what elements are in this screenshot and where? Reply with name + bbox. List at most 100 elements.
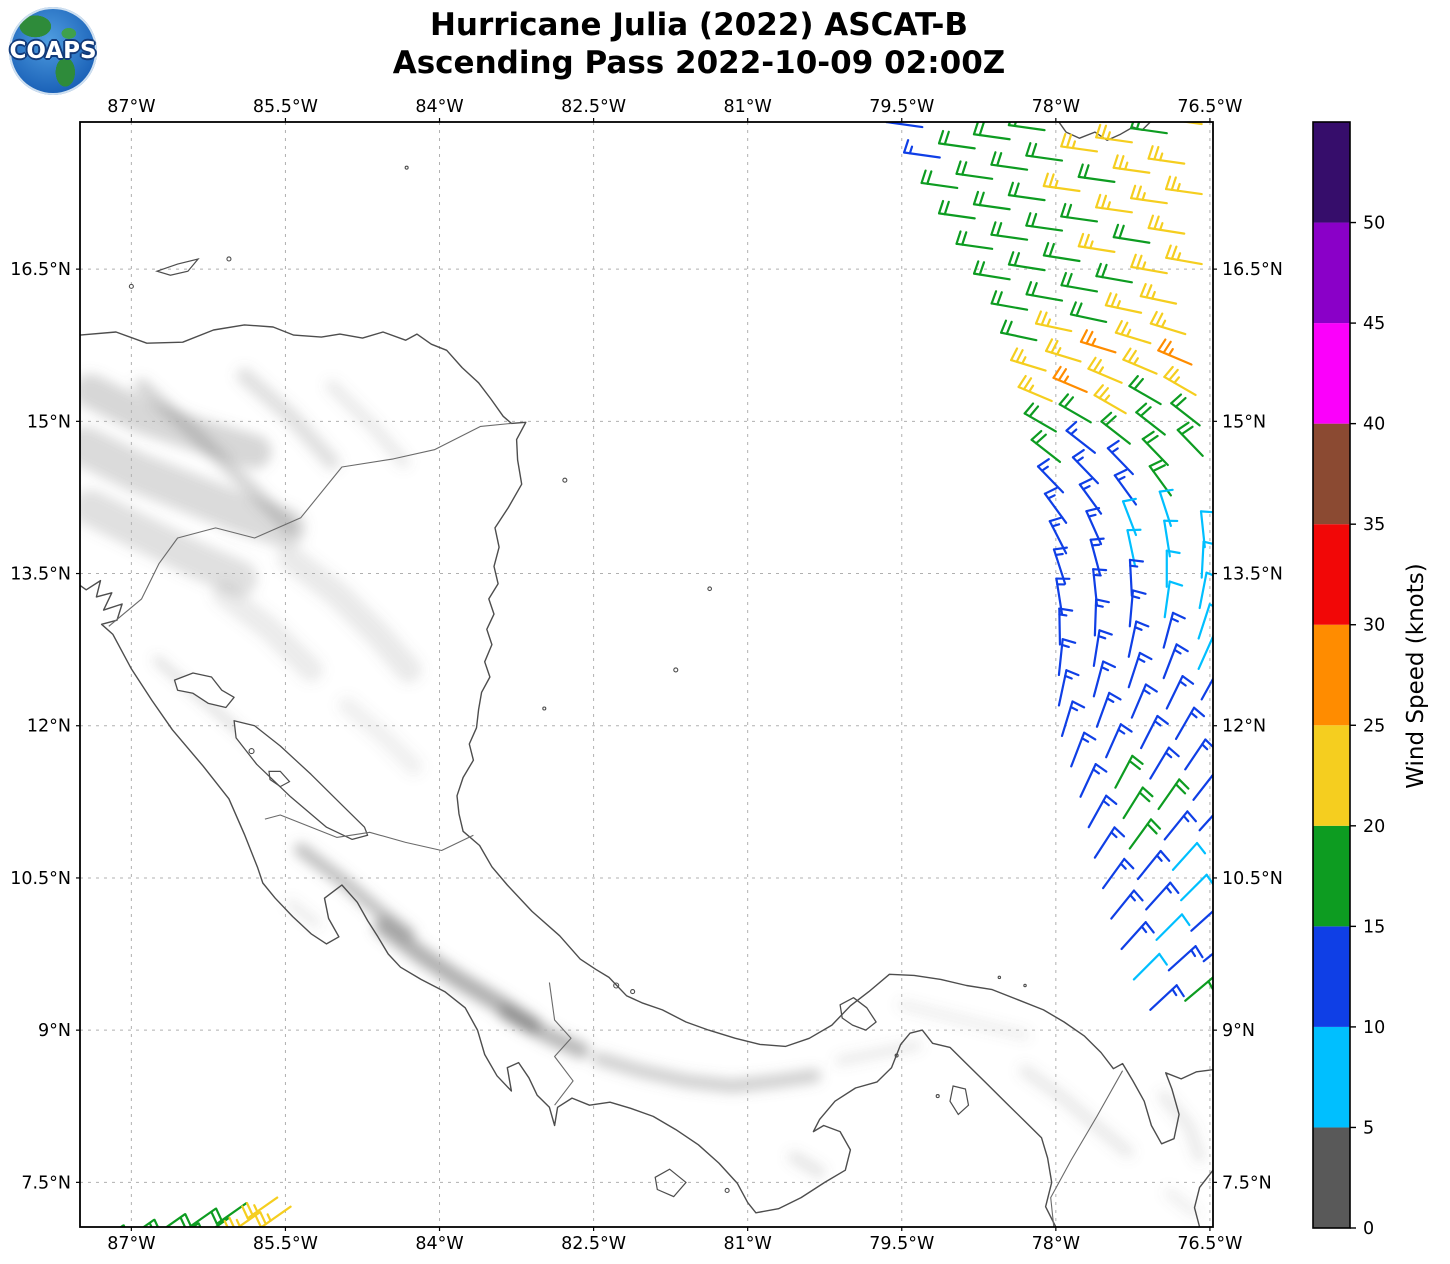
terrain-stroke bbox=[1157, 1090, 1206, 1163]
island bbox=[542, 706, 547, 711]
axis-tick-label-right: 7.5°N bbox=[1222, 1173, 1272, 1193]
island bbox=[562, 477, 568, 483]
island bbox=[155, 257, 200, 276]
wind-barb bbox=[1092, 629, 1113, 667]
axis-tick-label-right: 15°N bbox=[1222, 412, 1266, 432]
wind-barb bbox=[1069, 301, 1108, 323]
wind-barb bbox=[1122, 347, 1158, 375]
axis-tick-label-top: 87°W bbox=[107, 97, 155, 117]
axis-tick-label-right: 12°N bbox=[1222, 717, 1266, 737]
wind-barb bbox=[1198, 813, 1213, 832]
wind-barb bbox=[1174, 706, 1206, 741]
terrain-shading bbox=[80, 367, 1206, 1218]
wind-barb bbox=[1060, 700, 1086, 737]
terrain-stroke bbox=[1019, 1064, 1134, 1158]
country-border bbox=[1050, 1070, 1124, 1227]
wind-barb bbox=[1007, 251, 1046, 272]
wind-barb bbox=[1057, 669, 1080, 707]
wind-barb bbox=[955, 230, 994, 250]
wind-barb bbox=[1036, 458, 1065, 494]
wind-barb bbox=[1157, 778, 1190, 811]
wind-barb bbox=[1087, 794, 1118, 829]
axis-tick-label-top: 76.5°W bbox=[1177, 97, 1242, 117]
wind-barb bbox=[990, 221, 1029, 241]
island bbox=[268, 770, 291, 788]
colorbar-segment bbox=[1313, 725, 1350, 826]
wind-barb bbox=[1023, 402, 1057, 433]
axis-tick-label-bottom: 76.5°W bbox=[1177, 1234, 1242, 1254]
wind-barb bbox=[1139, 714, 1169, 750]
axis-tick-label-top: 78°W bbox=[1032, 97, 1080, 117]
wind-barb bbox=[1141, 430, 1169, 467]
wind-barb bbox=[1095, 262, 1133, 284]
wind-barb bbox=[1127, 651, 1153, 689]
gridlines bbox=[80, 122, 1213, 1227]
wind-barb bbox=[1184, 976, 1213, 1002]
wind-barb bbox=[920, 169, 959, 190]
wind-barb bbox=[1101, 857, 1135, 890]
colorbar-tick-label: 40 bbox=[1363, 415, 1385, 435]
wind-barb bbox=[1131, 46, 1167, 63]
wind-barb bbox=[1034, 310, 1073, 333]
colorbar-segment bbox=[1313, 926, 1350, 1027]
wind-barb bbox=[1130, 253, 1168, 275]
coastline bbox=[80, 324, 1213, 1145]
country-border bbox=[264, 814, 474, 852]
wind-barb bbox=[1079, 94, 1115, 111]
wind-barb bbox=[1200, 676, 1213, 701]
figure-title: Hurricane Julia (2022) ASCAT-B Ascending… bbox=[0, 6, 1398, 82]
wind-barb bbox=[1165, 675, 1195, 710]
wind-barb bbox=[1197, 634, 1213, 671]
axis-tick-label-bottom: 84°W bbox=[415, 1234, 463, 1254]
wind-barb bbox=[1136, 849, 1171, 881]
wind-barb bbox=[972, 122, 1011, 141]
wind-barb bbox=[1165, 244, 1203, 266]
wind-barb bbox=[903, 139, 941, 159]
wind-barb bbox=[1166, 37, 1202, 54]
terrain-stroke bbox=[211, 581, 324, 682]
wind-barb bbox=[1025, 281, 1064, 302]
wind-barb bbox=[1149, 746, 1180, 780]
wind-barb bbox=[1155, 913, 1191, 941]
wind-barb bbox=[1192, 773, 1213, 801]
wind-barb bbox=[57, 1231, 92, 1252]
wind-barb bbox=[937, 199, 976, 220]
wind-barb bbox=[1105, 723, 1133, 759]
wind-barb bbox=[71, 1240, 106, 1261]
wind-barb bbox=[1065, 420, 1096, 454]
colorbar-tick-label: 10 bbox=[1363, 1018, 1385, 1038]
wind-barb bbox=[1093, 598, 1110, 637]
wind-barb bbox=[1130, 184, 1168, 205]
axis-tick-label-left: 10.5°N bbox=[10, 869, 71, 889]
wind-barb bbox=[937, 129, 976, 150]
wind-barb bbox=[1000, 319, 1038, 342]
island bbox=[128, 283, 134, 289]
wind-barb bbox=[1093, 826, 1126, 859]
wind-barb bbox=[1058, 607, 1074, 646]
colorbar-segment bbox=[1313, 122, 1350, 223]
colorbar-tick-label: 20 bbox=[1363, 817, 1385, 837]
lake bbox=[173, 672, 235, 709]
wind-barb bbox=[1077, 232, 1116, 253]
axis-tick-label-right: 10.5°N bbox=[1222, 869, 1283, 889]
title-line1: Hurricane Julia (2022) ASCAT-B bbox=[429, 7, 969, 43]
island bbox=[894, 1053, 899, 1058]
wind-barb bbox=[972, 260, 1011, 281]
wind-barb bbox=[1162, 611, 1186, 649]
wind-barb bbox=[1120, 921, 1155, 951]
wind-barb bbox=[1167, 945, 1204, 972]
colorbar-tick-label: 25 bbox=[1363, 716, 1385, 736]
wind-barb bbox=[1135, 402, 1166, 436]
wind-barb bbox=[1030, 429, 1062, 464]
colorbar-tick-label: 50 bbox=[1363, 214, 1385, 234]
wind-barb bbox=[1060, 132, 1099, 153]
wind-barb bbox=[1149, 76, 1185, 93]
wind-barb bbox=[1114, 85, 1150, 102]
title-line2: Ascending Pass 2022-10-09 02:00Z bbox=[392, 45, 1006, 81]
island bbox=[248, 748, 255, 755]
wind-barb bbox=[1042, 241, 1081, 263]
axis-tick-label-bottom: 85.5°W bbox=[253, 1234, 318, 1254]
coastline bbox=[1193, 1169, 1213, 1227]
axis-tick-label-top: 85.5°W bbox=[253, 97, 318, 117]
wind-barb bbox=[1128, 558, 1144, 597]
